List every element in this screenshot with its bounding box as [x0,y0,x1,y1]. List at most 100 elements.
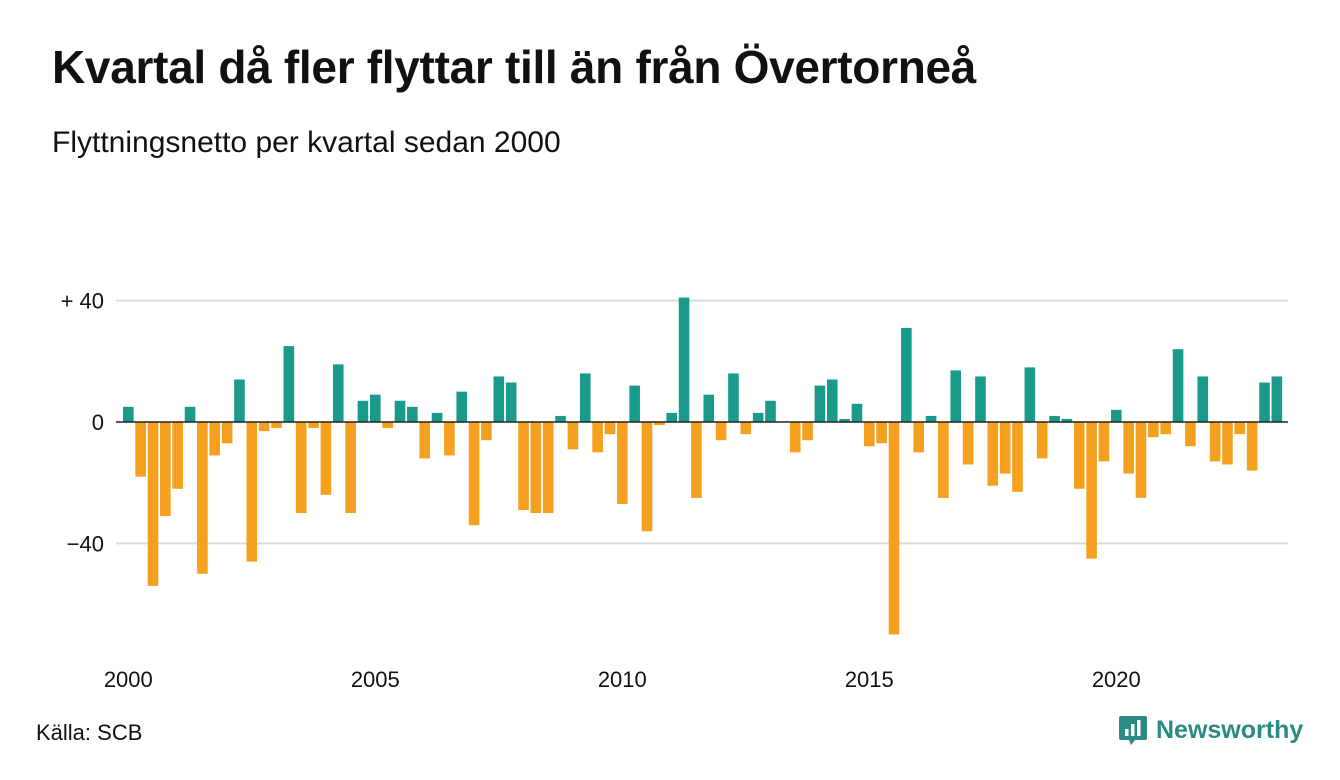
bar [1024,367,1036,422]
bar [1036,422,1048,459]
bar [147,422,159,586]
bar [1123,422,1134,474]
bar [123,406,134,422]
bar [505,382,517,422]
bar [283,346,295,422]
bar [468,422,480,526]
bar [431,412,443,422]
bar [888,422,900,635]
y-tick-label: + 40 [61,289,104,314]
bar [654,422,665,426]
bar [567,422,579,450]
bar [542,422,554,514]
bar [901,327,912,422]
bar [444,422,455,456]
bar [740,422,752,435]
bar [382,422,393,429]
bar [703,394,715,422]
bar [295,422,307,514]
bar [629,385,640,422]
bar [1209,422,1221,462]
bar [530,422,542,514]
bar [320,422,332,495]
source-note: Källa: SCB [36,720,143,745]
bar [370,394,381,422]
x-tick-label: 2010 [598,667,647,692]
bar [962,422,974,465]
bar [789,422,801,453]
bar [419,422,430,459]
bar [407,406,418,422]
bar [160,422,171,517]
bar [752,412,764,422]
bar [1172,349,1184,422]
x-tick-label: 2005 [351,667,400,692]
bar [851,403,863,422]
bar [1111,409,1122,422]
bar [876,422,887,444]
newsworthy-logo-icon [1119,716,1147,745]
bar [1246,422,1258,471]
bar [172,422,183,489]
bar [332,364,344,422]
bar [864,422,875,447]
bar [308,422,319,429]
bar [1259,382,1270,422]
bar [1234,422,1246,435]
bar [975,376,986,422]
bar [1073,422,1085,489]
bar [1197,376,1209,422]
bar [604,422,616,435]
bar [641,422,653,532]
bar [456,391,468,422]
bar [592,422,603,453]
bar [357,400,369,422]
bar [209,422,221,456]
x-tick-label: 2020 [1092,667,1141,692]
bar [728,373,739,422]
bar [258,422,270,432]
bar [1185,422,1196,447]
bar [1160,422,1171,435]
bar [1271,376,1283,422]
bar [802,422,813,441]
bar [950,370,962,422]
bars [123,297,1283,635]
y-tick-label: −40 [67,531,104,556]
chart-subtitle: Flyttningsnetto per kvartal sedan 2000 [52,126,561,159]
bar [1135,422,1147,498]
x-axis-tick-labels: 2000 2005 2010 2015 2020 [104,667,1141,692]
bar [715,422,727,441]
bar [1098,422,1110,462]
bar [518,422,529,511]
chart-title: Kvartal då fler flyttar till än från Öve… [52,41,977,93]
bar [493,376,505,422]
bar [555,415,566,422]
bar [246,422,258,562]
bar [1222,422,1233,465]
bar [1086,422,1097,559]
bar [345,422,356,514]
bar [1148,422,1159,438]
bar [987,422,999,486]
x-tick-label: 2015 [845,667,894,692]
bar [1049,415,1060,422]
bar [666,412,677,422]
bar [691,422,702,498]
bar [1012,422,1023,492]
bar [184,406,196,422]
brand-logo: Newsworthy [1118,714,1303,746]
bar [234,379,245,422]
bar [617,422,628,504]
y-tick-label: 0 [92,410,104,435]
bar [765,400,776,422]
bar [271,422,282,429]
bar [221,422,233,444]
bar [579,373,591,422]
bar [197,422,208,574]
x-tick-label: 2000 [104,667,153,692]
brand-name: Newsworthy [1156,715,1304,744]
bar [913,422,924,453]
bar [678,297,690,422]
